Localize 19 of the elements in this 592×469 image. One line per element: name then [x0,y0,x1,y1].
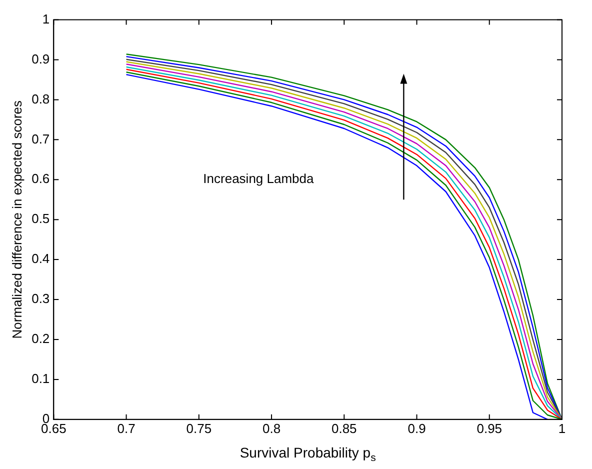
x-tick-label: 0.7 [117,420,136,436]
x-tick-label: 0.9 [408,420,426,436]
x-tick-label: 0.95 [476,420,502,436]
y-tick-label: 0.7 [32,131,50,146]
y-tick-label: 0.8 [32,91,50,106]
y-tick-label: 0.2 [32,331,50,346]
x-tick-label: 0.75 [186,420,212,436]
x-tick-label: 0.8 [262,420,281,436]
annotation: Increasing Lambda [203,171,315,186]
y-tick-label: 1 [42,11,50,26]
y-tick-label: 0.6 [32,171,50,186]
y-tick-label: 0.5 [32,211,50,226]
y-tick-label: 0.9 [32,51,50,66]
y-tick-label: 0.4 [32,251,50,266]
y-tick-label: 0.3 [32,291,50,306]
y-tick-label: 0.1 [32,371,50,386]
y-axis-title: Normalized difference in expected scores [9,100,24,339]
x-tick-label: 1 [558,420,566,436]
x-tick-label: 0.85 [331,420,357,436]
